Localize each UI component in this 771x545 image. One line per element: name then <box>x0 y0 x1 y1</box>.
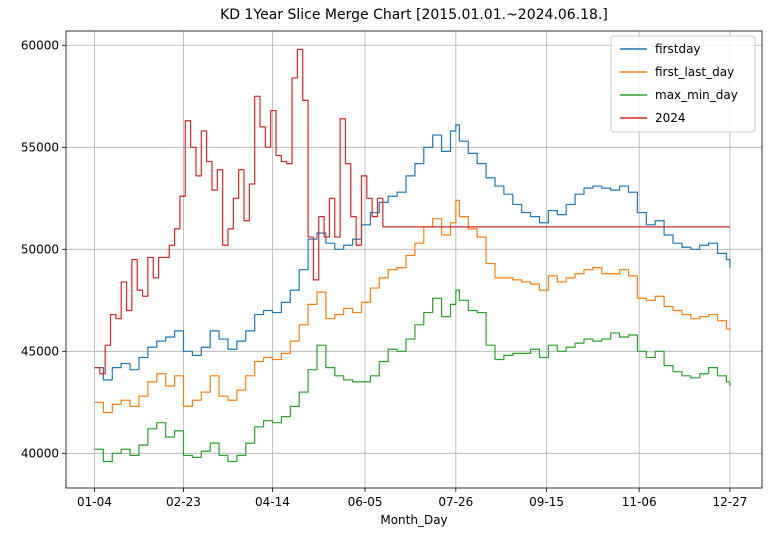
series-line-max-min-day <box>94 289 731 463</box>
y-axis-ticks: 40000 45000 50000 55000 60000 <box>21 38 66 460</box>
legend-box <box>610 35 756 133</box>
x-axis-ticks: 01-04 02-23 04-14 06-05 07-26 09-15 11-06 12-27 <box>77 488 747 509</box>
chart-title: KD 1Year Slice Merge Chart [2015.01.01.~… <box>220 7 608 23</box>
y-tick-label: 45000 <box>21 344 59 358</box>
series-line-first-last-day <box>94 199 731 414</box>
legend-label: 2024 <box>655 111 686 125</box>
legend-label: firstday <box>655 42 701 56</box>
x-tick-label: 09-15 <box>529 495 564 509</box>
plot-area-frame <box>65 30 763 489</box>
x-tick-label: 11-06 <box>622 495 657 509</box>
legend: firstday first_last_day max_min_day 2024 <box>610 35 756 133</box>
y-tick-label: 55000 <box>21 140 59 154</box>
legend-label: first_last_day <box>655 65 734 79</box>
series-line-firstday <box>94 124 731 381</box>
x-tick-label: 02-23 <box>166 495 201 509</box>
x-tick-label: 04-14 <box>255 495 290 509</box>
series-line-2024 <box>94 48 730 375</box>
x-tick-label: 01-04 <box>77 495 112 509</box>
series-lines <box>94 48 731 463</box>
x-tick-label: 12-27 <box>713 495 748 509</box>
y-tick-label: 40000 <box>21 446 59 460</box>
legend-label: max_min_day <box>655 88 738 102</box>
y-tick-label: 60000 <box>21 38 59 52</box>
x-tick-label: 07-26 <box>438 495 473 509</box>
y-tick-label: 50000 <box>21 242 59 256</box>
x-tick-label: 06-05 <box>348 495 383 509</box>
x-axis-title: Month_Day <box>380 513 447 527</box>
